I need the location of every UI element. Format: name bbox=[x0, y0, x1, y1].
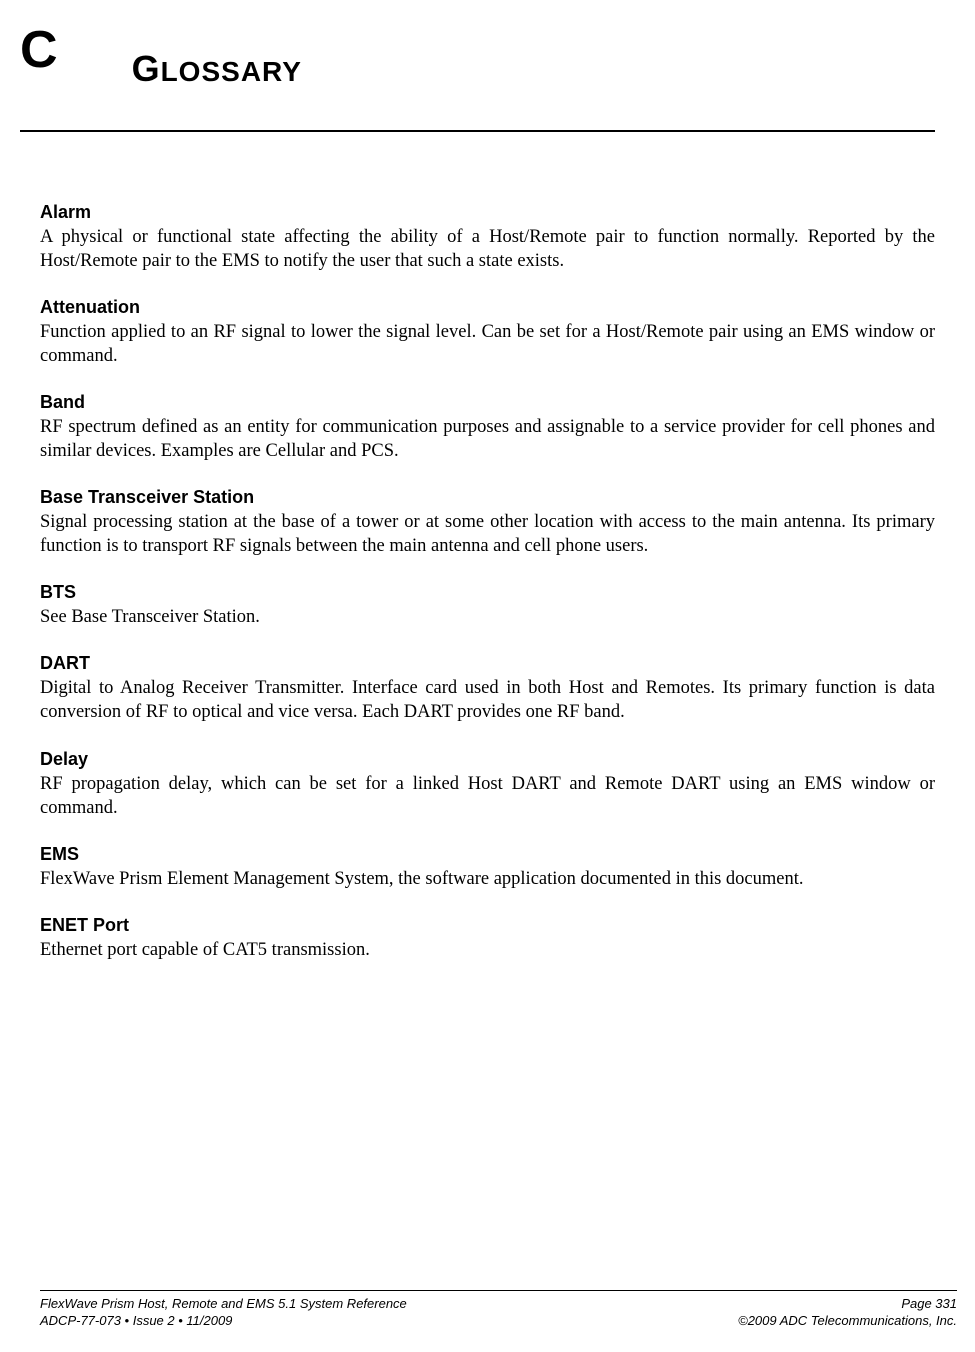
glossary-term: BTS bbox=[40, 582, 935, 603]
glossary-term: DART bbox=[40, 653, 935, 674]
chapter-title-cap: G bbox=[132, 48, 161, 89]
glossary-definition: Ethernet port capable of CAT5 transmissi… bbox=[40, 938, 935, 962]
glossary-entry: Base Transceiver Station Signal processi… bbox=[40, 487, 935, 558]
glossary-term: Base Transceiver Station bbox=[40, 487, 935, 508]
glossary-entry: Attenuation Function applied to an RF si… bbox=[40, 297, 935, 368]
glossary-entry: EMS FlexWave Prism Element Management Sy… bbox=[40, 844, 935, 891]
glossary-entry: DART Digital to Analog Receiver Transmit… bbox=[40, 653, 935, 724]
glossary-entry: BTS See Base Transceiver Station. bbox=[40, 582, 935, 629]
footer-doc-id: ADCP-77-073 • Issue 2 • 11/2009 bbox=[40, 1312, 232, 1330]
glossary-content: Alarm A physical or functional state aff… bbox=[0, 132, 975, 962]
glossary-definition: RF propagation delay, which can be set f… bbox=[40, 772, 935, 820]
glossary-term: ENET Port bbox=[40, 915, 935, 936]
page-footer: FlexWave Prism Host, Remote and EMS 5.1 … bbox=[40, 1290, 957, 1330]
glossary-definition: Digital to Analog Receiver Transmitter. … bbox=[40, 676, 935, 724]
glossary-definition: FlexWave Prism Element Management System… bbox=[40, 867, 935, 891]
glossary-entry: Band RF spectrum defined as an entity fo… bbox=[40, 392, 935, 463]
glossary-term: EMS bbox=[40, 844, 935, 865]
footer-doc-title: FlexWave Prism Host, Remote and EMS 5.1 … bbox=[40, 1295, 407, 1313]
chapter-title: GLOSSARY bbox=[132, 48, 302, 90]
glossary-definition: Function applied to an RF signal to lowe… bbox=[40, 320, 935, 368]
chapter-header: C GLOSSARY bbox=[0, 0, 975, 132]
glossary-entry: Alarm A physical or functional state aff… bbox=[40, 202, 935, 273]
footer-rule bbox=[40, 1290, 957, 1291]
glossary-term: Attenuation bbox=[40, 297, 935, 318]
glossary-entry: ENET Port Ethernet port capable of CAT5 … bbox=[40, 915, 935, 962]
chapter-letter: C bbox=[20, 20, 58, 80]
glossary-definition: See Base Transceiver Station. bbox=[40, 605, 935, 629]
chapter-title-rest: LOSSARY bbox=[161, 56, 302, 87]
glossary-term: Alarm bbox=[40, 202, 935, 223]
glossary-term: Band bbox=[40, 392, 935, 413]
glossary-term: Delay bbox=[40, 749, 935, 770]
footer-row-1: FlexWave Prism Host, Remote and EMS 5.1 … bbox=[40, 1295, 957, 1313]
footer-copyright: ©2009 ADC Telecommunications, Inc. bbox=[738, 1312, 957, 1330]
glossary-definition: A physical or functional state affecting… bbox=[40, 225, 935, 273]
footer-row-2: ADCP-77-073 • Issue 2 • 11/2009 ©2009 AD… bbox=[40, 1312, 957, 1330]
glossary-definition: Signal processing station at the base of… bbox=[40, 510, 935, 558]
glossary-definition: RF spectrum defined as an entity for com… bbox=[40, 415, 935, 463]
footer-page-number: Page 331 bbox=[901, 1295, 957, 1313]
glossary-entry: Delay RF propagation delay, which can be… bbox=[40, 749, 935, 820]
